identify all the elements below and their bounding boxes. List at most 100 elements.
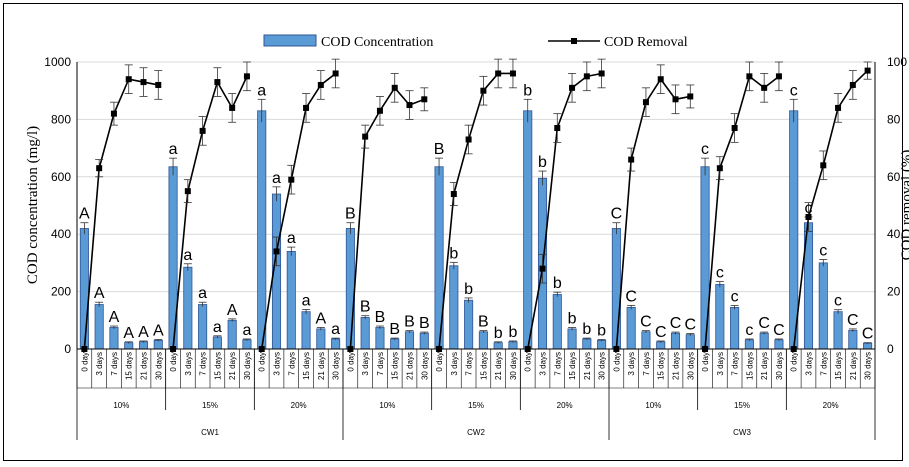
significance-label: C (773, 322, 785, 339)
bar-layer (79, 98, 873, 350)
bar (670, 332, 681, 350)
removal-point (243, 73, 250, 80)
dose-label: 15% (468, 401, 484, 410)
removal-point (273, 248, 280, 255)
significance-label: c (819, 242, 827, 259)
category-label: 21 days (317, 352, 326, 380)
significance-label: C (611, 206, 623, 223)
removal-point (450, 191, 457, 198)
category-label: 30 days (243, 352, 252, 380)
significance-label: b (582, 321, 591, 338)
bar (597, 339, 607, 350)
category-label: 21 days (494, 352, 503, 380)
removal-point (184, 188, 191, 195)
bar (863, 342, 873, 350)
removal-point (480, 87, 487, 94)
bar (286, 251, 296, 350)
category-label: 30 days (154, 352, 163, 380)
significance-label: a (302, 292, 311, 309)
dose-label: 10% (379, 401, 395, 410)
significance-label: c (716, 265, 724, 282)
removal-point (509, 70, 516, 77)
significance-label: c (834, 293, 842, 310)
removal-point (849, 81, 856, 88)
legend: COD Concentration COD Removal (263, 34, 688, 50)
bar (183, 266, 193, 350)
removal-point (569, 84, 576, 91)
significance-label: b (553, 275, 562, 292)
significance-label: A (227, 302, 238, 319)
bar (523, 110, 533, 350)
removal-point (317, 81, 324, 88)
removal-point (864, 67, 871, 74)
y2-tick-label: 80 (887, 112, 901, 126)
significance-label: B (419, 315, 430, 332)
significance-label: c (805, 200, 813, 217)
bar (138, 341, 149, 350)
category-label: 30 days (598, 352, 607, 380)
removal-point (110, 110, 117, 117)
category-label: 3 days (450, 352, 459, 376)
category-label: 0 day (169, 352, 178, 372)
bar (582, 338, 592, 350)
removal-point (214, 79, 221, 86)
removal-point (288, 176, 295, 183)
bar (390, 338, 400, 350)
category-label: 3 days (539, 352, 548, 376)
significance-label: C (625, 288, 637, 305)
bar (404, 331, 415, 350)
significance-label: a (213, 319, 222, 336)
category-label: 15 days (391, 352, 400, 380)
category-label: 3 days (627, 352, 636, 376)
bar (478, 331, 488, 350)
category-label: 30 days (686, 352, 695, 380)
dose-label: 10% (645, 401, 661, 410)
significance-label: C (684, 317, 696, 334)
category-label: 7 days (819, 352, 828, 376)
y2-tick-label: 20 (887, 285, 901, 299)
category-label: 15 days (125, 352, 134, 380)
y2-tick-label: 100 (887, 55, 907, 69)
significance-label: A (315, 310, 326, 327)
y2-tick-label: 40 (887, 227, 901, 241)
system-label: CW3 (733, 428, 751, 437)
category-label: 7 days (376, 352, 385, 376)
category-label: 0 day (701, 352, 710, 372)
dose-label: 20% (291, 401, 307, 410)
significance-label: A (94, 285, 105, 302)
significance-label: a (198, 285, 207, 302)
legend-bar-label: COD Concentration (321, 35, 433, 50)
significance-label: a (331, 321, 340, 338)
removal-point (628, 156, 635, 163)
removal-line (172, 76, 248, 350)
bar (508, 341, 518, 350)
significance-label: A (153, 323, 164, 340)
bar (759, 332, 769, 350)
significance-label: c (701, 141, 709, 158)
bar (789, 110, 799, 350)
category-label: 0 day (790, 352, 799, 372)
bar (79, 228, 89, 350)
removal-point (332, 70, 339, 77)
significance-label: A (79, 206, 90, 223)
category-label: 21 days (140, 352, 149, 380)
y-tick-label: 200 (51, 285, 71, 299)
category-label: 30 days (332, 352, 341, 380)
bar (301, 311, 311, 350)
y-tick-label: 800 (51, 112, 71, 126)
significance-label: c (745, 322, 753, 339)
significance-label: b (508, 324, 517, 341)
bar (94, 304, 104, 350)
significance-label: b (568, 310, 577, 327)
category-label: 7 days (731, 352, 740, 376)
bar (345, 228, 355, 350)
category-label: 0 day (524, 352, 533, 372)
removal-point (125, 76, 132, 83)
significance-label: C (847, 312, 859, 329)
dose-label: 20% (823, 401, 839, 410)
significance-label: C (862, 326, 874, 343)
removal-point (731, 125, 738, 132)
system-label: CW2 (467, 428, 485, 437)
bar (848, 329, 858, 350)
